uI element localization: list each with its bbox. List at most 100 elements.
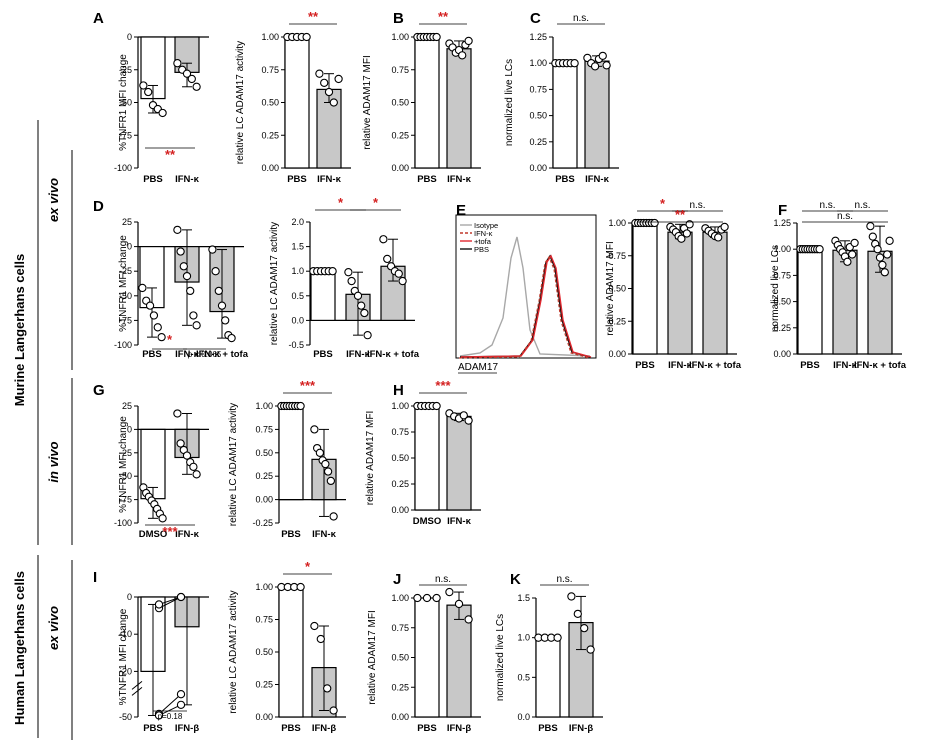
data-point xyxy=(328,267,337,276)
y-tick-label: 0.50 xyxy=(391,453,409,463)
y-tick-label: 0.25 xyxy=(261,130,279,140)
data-point xyxy=(176,690,186,699)
y-tick-label: 1.5 xyxy=(517,593,530,603)
bar-0 xyxy=(632,222,658,355)
data-point xyxy=(186,286,195,296)
data-point xyxy=(848,250,857,259)
panel-letter: B xyxy=(393,10,404,27)
y-tick-label: 0.5 xyxy=(291,291,304,301)
data-point xyxy=(868,232,877,241)
y-tick-label: 0.50 xyxy=(529,111,547,121)
y-tick-label: 0.50 xyxy=(773,297,791,307)
bar-0 xyxy=(414,36,440,169)
data-point xyxy=(873,245,882,254)
y-tick-label: 0.00 xyxy=(608,349,626,359)
data-point xyxy=(326,476,336,486)
significance-mark: n.s. xyxy=(819,200,835,211)
data-point xyxy=(553,633,562,642)
significance-mark: n.s. xyxy=(689,200,705,211)
significance-mark: n.s. xyxy=(556,574,572,585)
x-category-label: IFN-κ + tofa xyxy=(367,349,420,360)
y-tick-label: 0.75 xyxy=(255,424,273,434)
x-category-label: IFN-κ xyxy=(312,529,336,540)
y-axis-label: %TNFR1 MFI change xyxy=(118,54,129,151)
y-tick-label: 0.25 xyxy=(255,471,273,481)
x-category-label: PBS xyxy=(143,174,163,185)
panel-letter: K xyxy=(510,571,521,588)
y-tick-label: -75 xyxy=(119,315,132,325)
significance-mark: *** xyxy=(162,524,178,539)
y-axis-label: %TNFR1 MFI change xyxy=(118,608,129,705)
x-category-label: IFN-β xyxy=(175,723,199,734)
y-tick-label: 1.00 xyxy=(391,32,409,42)
significance-mark: ** xyxy=(438,9,449,24)
x-category-label: IFN-κ xyxy=(175,349,199,360)
y-axis-label: relative LC ADAM17 activity xyxy=(228,403,239,526)
x-category-label: IFN-κ + tofa xyxy=(196,349,249,360)
data-point xyxy=(310,621,319,631)
data-point xyxy=(850,238,859,248)
y-tick-label: 1.5 xyxy=(291,242,304,252)
y-axis-label: relative LC ADAM17 activity xyxy=(228,590,239,713)
y-tick-label: 1.25 xyxy=(529,32,547,42)
y-tick-label: 0.50 xyxy=(255,448,273,458)
tofa-curve xyxy=(460,254,592,358)
y-tick-label: 1.00 xyxy=(255,401,273,411)
y-tick-label: 0.75 xyxy=(255,615,273,625)
y-tick-label: 0.25 xyxy=(773,323,791,333)
significance-mark: * xyxy=(660,196,666,211)
axis-break xyxy=(131,687,143,696)
x-category-label: PBS xyxy=(287,174,307,185)
data-point xyxy=(149,311,159,320)
significance-mark: * xyxy=(167,332,173,347)
y-axis-label: relative ADAM17 MFI xyxy=(365,411,376,505)
y-axis-label: relative ADAM17 MFI xyxy=(605,241,616,335)
y-tick-label: 0.0 xyxy=(291,315,304,325)
significance-mark: *** xyxy=(300,378,316,393)
legend-label: Isotype xyxy=(474,221,498,230)
data-point xyxy=(173,59,182,68)
data-point xyxy=(315,69,324,78)
data-point xyxy=(158,108,167,118)
significance-mark: ** xyxy=(675,207,686,222)
bar-0 xyxy=(535,637,561,718)
data-point xyxy=(176,247,185,256)
data-point xyxy=(464,416,473,425)
y-tick-label: -100 xyxy=(114,163,132,173)
y-tick-label: 0.50 xyxy=(391,653,409,663)
panel-letter: D xyxy=(93,198,104,215)
data-point xyxy=(323,467,333,476)
data-point xyxy=(310,425,319,434)
y-tick-label: -50 xyxy=(119,712,132,722)
bar-2 xyxy=(702,231,728,355)
y-tick-label: 1.00 xyxy=(255,582,273,592)
data-point xyxy=(445,587,454,597)
x-category-label: DMSO xyxy=(413,516,442,527)
data-point xyxy=(315,448,325,457)
panel-letter: J xyxy=(393,571,401,588)
y-axis-label: relative ADAM17 MFI xyxy=(362,55,373,149)
data-point xyxy=(329,98,338,107)
data-point xyxy=(189,462,198,471)
y-tick-label: 0.00 xyxy=(255,712,273,722)
y-tick-label: 1.00 xyxy=(391,401,409,411)
y-tick-label: -0.5 xyxy=(288,340,304,350)
x-category-label: PBS xyxy=(538,723,558,734)
x-category-label: IFN-κ xyxy=(447,516,471,527)
data-point xyxy=(176,439,185,448)
y-tick-label: 0.00 xyxy=(391,505,409,515)
bar-1 xyxy=(667,231,693,355)
y-tick-label: 0.5 xyxy=(517,672,530,682)
legend-label: PBS xyxy=(474,245,489,254)
y-tick-label: 2.0 xyxy=(291,217,304,227)
data-point xyxy=(883,250,892,259)
x-category-label: IFN-β xyxy=(312,723,336,734)
y-axis-label: normalized live LCs xyxy=(770,245,781,332)
y-tick-label: -25 xyxy=(119,448,132,458)
x-category-label: PBS xyxy=(555,174,575,185)
data-point xyxy=(173,225,182,235)
data-point xyxy=(875,253,885,262)
bar-1 xyxy=(832,249,858,355)
y-tick-label: 0.50 xyxy=(261,98,279,108)
